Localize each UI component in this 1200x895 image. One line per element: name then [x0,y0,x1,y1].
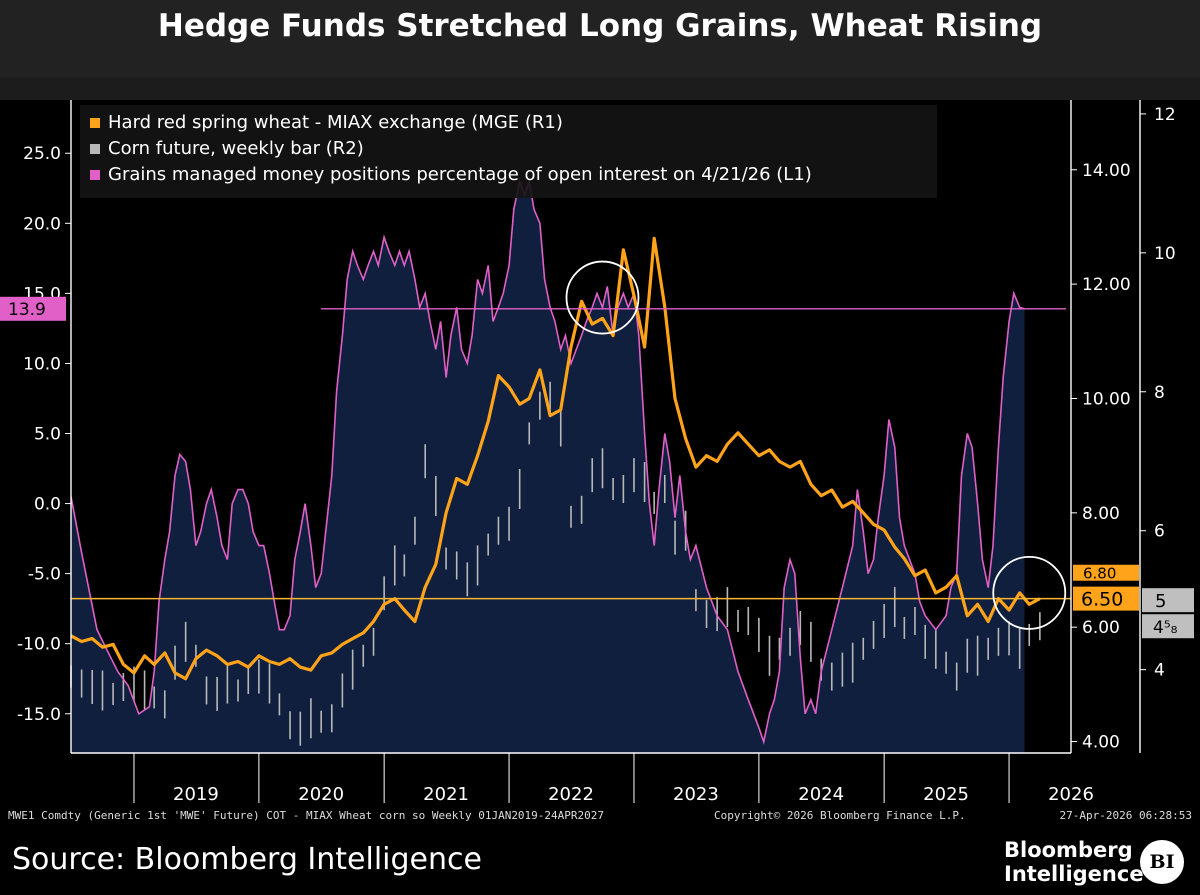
right1-tick-label: 4.00 [1082,733,1120,753]
left-tick-label: -10.0 [17,635,61,655]
legend-swatch [90,170,100,180]
corn-tick-tag [1142,588,1194,613]
copyright-footer: Copyright© 2026 Bloomberg Finance L.P. [714,809,966,822]
legend-swatch [90,144,100,154]
positions-value-tag [0,296,66,321]
right2-tick-label: 8 [1154,383,1165,403]
highlight-circle-1 [565,260,640,335]
x-tick-label: 2026 [1048,784,1094,805]
positions-value-text: 13.9 [8,300,46,320]
legend-label: Corn future, weekly bar (R2) [108,138,364,159]
left-tick-label: 0.0 [34,495,61,515]
left-tick-label: 5.0 [34,425,61,445]
left-tick-label: 20.0 [23,214,61,234]
right1-tick-label: 12.00 [1082,275,1131,295]
brand-logo: Bloomberg Intelligence [1004,838,1144,886]
highlight-circle-2 [992,555,1067,630]
x-tick-label: 2019 [173,784,219,805]
right1-tick-label: 6.00 [1082,618,1120,638]
x-tick-label: 2025 [923,784,969,805]
title-band [0,78,1200,100]
positions-area [71,181,1025,754]
wheat-prev-tag [1073,564,1139,581]
right1-tick-label: 10.00 [1082,389,1131,409]
corn-tick-text: 5 [1155,591,1166,612]
x-tick-label: 2021 [423,784,469,805]
chart-title: Hedge Funds Stretched Long Grains, Wheat… [157,8,1043,44]
wheat-value-text: 6.50 [1081,589,1123,611]
right1-tick-label: 8.00 [1082,504,1120,524]
right2-tick-label: 6 [1154,522,1165,542]
legend-label: Hard red spring wheat - MIAX exchange (M… [108,112,563,133]
ticker-footer: MWE1 Comdty (Generic 1st 'MWE' Future) C… [8,809,605,822]
legend-box [80,105,937,198]
source-text: Source: Bloomberg Intelligence [12,842,482,877]
left-tick-label: 10.0 [23,354,61,374]
left-tick-label: 25.0 [23,144,61,164]
wheat-value-tag [1073,586,1139,611]
corn-value-text: 4⁵₈ [1153,618,1178,638]
x-tick-label: 2020 [298,784,344,805]
brand-line2: Intelligence [1004,862,1144,886]
brand-badge: BI [1140,840,1184,884]
legend-swatch [90,118,100,128]
wheat-line [70,236,1041,681]
x-tick-label: 2023 [673,784,719,805]
timestamp-footer: 27-Apr-2026 06:28:53 [1059,809,1192,822]
right2-tick-label: 12 [1154,105,1176,125]
positions-line [70,178,1025,745]
corn-value-tag [1142,614,1194,639]
right1-tick-label: 14.00 [1082,161,1131,181]
brand-line1: Bloomberg [1004,838,1133,862]
right2-tick-label: 4 [1154,661,1165,681]
left-tick-label: -5.0 [28,565,61,585]
title-bar: Hedge Funds Stretched Long Grains, Wheat… [0,0,1200,78]
wheat-prev-text: 6.80 [1083,565,1116,583]
x-tick-label: 2024 [798,784,844,805]
right2-tick-label: 10 [1154,244,1176,264]
left-tick-label: -15.0 [17,705,61,725]
x-tick-label: 2022 [548,784,594,805]
legend-label: Grains managed money positions percentag… [108,164,812,185]
